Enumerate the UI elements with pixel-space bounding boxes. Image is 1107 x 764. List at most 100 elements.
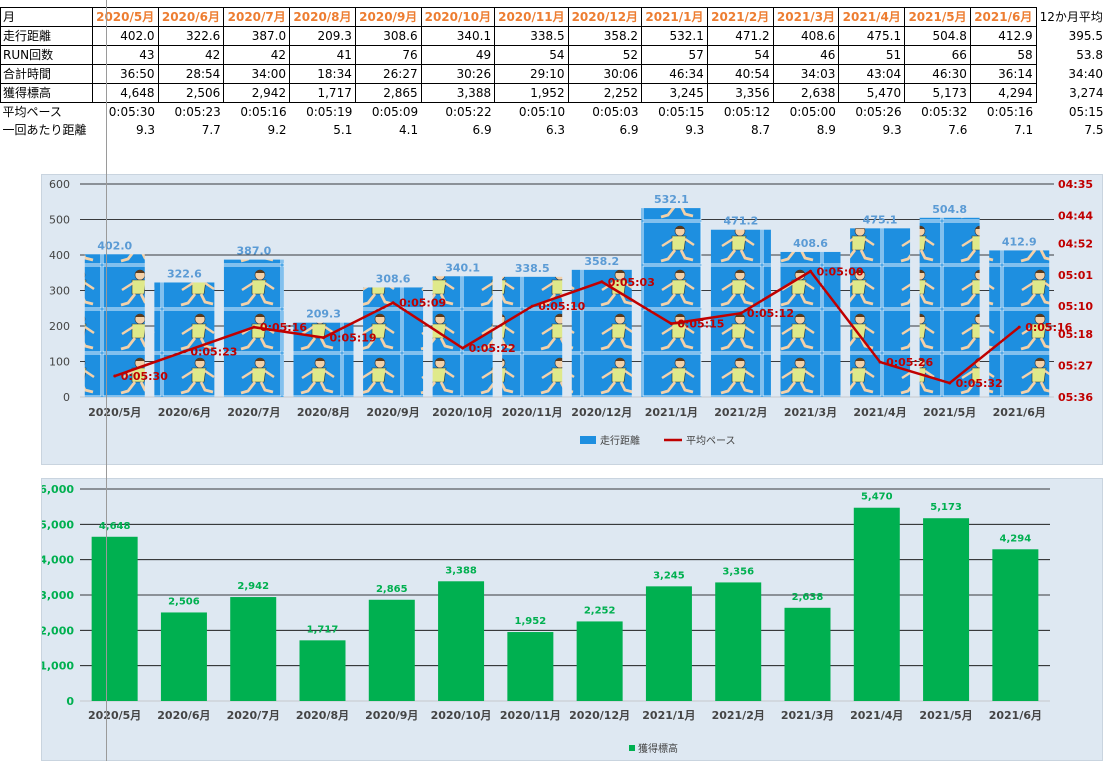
x-tick-label: 2020/5月: [88, 709, 141, 722]
table-cell: 0:05:15: [658, 105, 705, 119]
table-cell: 0:05:23: [174, 105, 221, 119]
x-tick-label: 2020/12月: [571, 406, 632, 419]
elevation-bar: [784, 607, 831, 701]
table-cell: 51: [838, 45, 906, 65]
elevation-bar-label: 2,252: [584, 605, 616, 616]
table-cell: 49: [420, 45, 496, 65]
y-left-tick: 0: [63, 391, 70, 404]
elevation-bar: [368, 599, 415, 701]
table-cell: 9.2: [267, 123, 287, 137]
pace-label: 0:05:09: [399, 297, 446, 310]
x-tick-label: 2021/6月: [989, 709, 1042, 722]
month-header-13: 2021/6月: [969, 7, 1037, 27]
table-cell: 5.1: [333, 123, 353, 137]
table-cell: 7.1: [1014, 123, 1034, 137]
row-average: 395.5: [1068, 29, 1103, 43]
month-header-2: 2020/7月: [223, 7, 291, 27]
pace-point: [461, 346, 465, 350]
y-right-tick: 05:27: [1058, 360, 1093, 373]
table-cell: 42: [223, 45, 291, 65]
table-cell: 66: [904, 45, 971, 65]
x-tick-label: 2020/8月: [296, 709, 349, 722]
pace-point: [113, 374, 117, 378]
x-tick-label: 2020/6月: [157, 709, 210, 722]
row-average: 3,274: [1069, 86, 1104, 100]
table-cell: 0:05:16: [240, 105, 287, 119]
distance-bar-label: 308.6: [376, 272, 411, 285]
distance-bar-label: 322.6: [167, 267, 202, 280]
table-cell: 322.6: [157, 26, 225, 46]
table-cell: 30:06: [567, 64, 643, 84]
distance-bar: [154, 282, 215, 397]
table-cell: 0:05:10: [518, 105, 566, 119]
distance-bar: [363, 287, 424, 397]
table-cell: 46: [772, 45, 840, 65]
table-cell: 6.9: [619, 123, 639, 137]
distance-bar-label: 340.1: [445, 261, 480, 274]
distance-bar-label: 532.1: [654, 193, 689, 206]
table-cell: 0:05:22: [445, 105, 492, 119]
elevation-bar: [645, 586, 692, 701]
x-tick-label: 2020/6月: [158, 406, 211, 419]
table-cell: 4,294: [969, 83, 1037, 103]
y-tick-label: 0: [66, 695, 74, 708]
y-right-tick: 04:35: [1058, 178, 1093, 191]
y-tick-label: 3,000: [42, 589, 74, 602]
elevation-bar-label: 2,865: [376, 584, 408, 595]
month-header-1: 2020/6月: [157, 7, 225, 27]
table-cell: 29:10: [494, 64, 569, 84]
table-row: 合計時間 36:50 28:54 34:00 18:34 26:27 30:26 29:10 3…: [0, 64, 1107, 84]
table-cell: 4,648: [91, 83, 159, 103]
elevation-bar-label: 5,173: [930, 502, 962, 513]
pace-point: [739, 311, 743, 315]
table-cell: 34:00: [223, 64, 291, 84]
table-cell: 532.1: [641, 26, 708, 46]
elevation-chart: 0 1,000 2,000 3,000 4,000 5,000 6,000 4,648 2020…: [39, 478, 1103, 761]
distance-bar-label: 504.8: [932, 203, 967, 216]
x-tick-label: 2020/11月: [500, 709, 561, 722]
distance-bar-label: 209.3: [306, 308, 341, 321]
table-cell: 387.0: [223, 26, 291, 46]
distance-bar: [641, 208, 702, 397]
x-tick-label: 2020/12月: [569, 709, 630, 722]
table-cell: 9.3: [882, 123, 902, 137]
table-cell: 1,717: [289, 83, 356, 103]
distance-bar-label: 338.5: [515, 262, 550, 275]
pace-label: 0:05:22: [469, 342, 516, 355]
pace-point: [809, 269, 812, 273]
elevation-bar-label: 2,638: [792, 592, 824, 603]
month-header-7: 2020/12月: [567, 7, 643, 27]
table-cell: 3,245: [641, 83, 708, 103]
x-tick-label: 2021/3月: [781, 709, 834, 722]
elevation-bar: [923, 518, 970, 701]
month-header-10: 2021/3月: [772, 7, 840, 27]
table-cell: 5,173: [904, 83, 971, 103]
x-tick-label: 2021/1月: [645, 406, 698, 419]
distance-pace-chart: 0 100 200 300 400 500 600 04:35 04:44 04:52 05:01 0…: [41, 174, 1103, 465]
table-cell: 9.3: [135, 123, 156, 137]
table-row: 獲得標高 4,648 2,506 2,942 1,717 2,865 3,388 1,952 2…: [0, 83, 1107, 103]
table-cell: 2,942: [223, 83, 291, 103]
y-left-tick: 400: [49, 249, 70, 262]
month-header-8: 2021/1月: [641, 7, 708, 27]
table-cell: 3,388: [420, 83, 496, 103]
table-cell: 36:50: [91, 64, 159, 84]
pace-point: [878, 360, 882, 364]
elevation-bar-label: 3,245: [653, 570, 685, 581]
month-header-cell: 月: [0, 7, 93, 27]
table-cell: 36:14: [969, 64, 1037, 84]
table-cell: 7.6: [948, 123, 968, 137]
table-cell: 6.9: [472, 123, 492, 137]
table-cell: 41: [289, 45, 356, 65]
table-cell: 52: [567, 45, 643, 65]
pace-point: [322, 336, 325, 340]
distance-bar: [571, 269, 632, 397]
table-cell: 28:54: [157, 64, 225, 84]
y-left-tick: 100: [49, 356, 70, 369]
table-cell: 8.7: [751, 123, 771, 137]
pace-label: 0:05:26: [886, 356, 933, 369]
row-average: 53.8: [1076, 48, 1103, 62]
pace-label: 0:05:16: [260, 321, 307, 334]
distance-bar-label: 412.9: [1002, 235, 1037, 248]
table-cell: 54: [494, 45, 569, 65]
